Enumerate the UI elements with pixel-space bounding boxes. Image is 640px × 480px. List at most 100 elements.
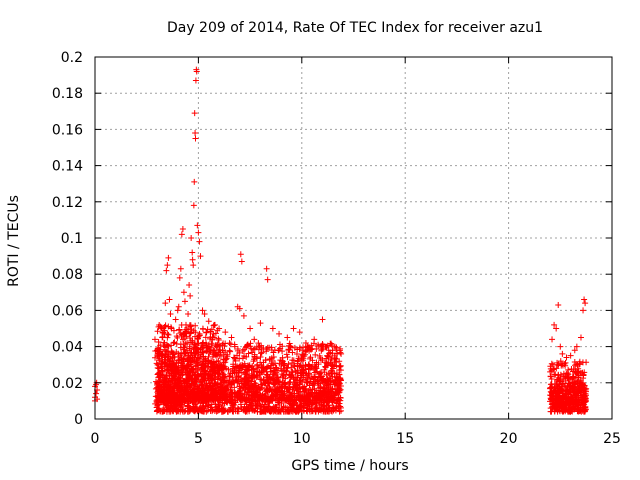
data-point xyxy=(177,362,184,369)
data-point xyxy=(571,347,578,354)
data-point xyxy=(261,380,268,387)
data-point xyxy=(223,356,230,363)
data-point xyxy=(581,296,588,303)
data-point xyxy=(565,366,572,373)
data-point xyxy=(181,355,188,362)
data-point xyxy=(288,372,295,379)
data-point xyxy=(331,381,338,388)
data-point xyxy=(167,406,174,413)
data-point xyxy=(209,353,216,360)
data-point xyxy=(302,351,309,358)
data-point xyxy=(154,346,161,353)
data-point xyxy=(248,345,255,352)
data-point xyxy=(257,406,264,413)
data-point xyxy=(331,354,338,361)
data-point xyxy=(579,401,586,408)
data-point xyxy=(185,405,192,412)
data-point xyxy=(242,380,249,387)
data-point xyxy=(297,388,304,395)
y-tick-label: 0.06 xyxy=(52,303,83,319)
data-point xyxy=(182,341,189,348)
data-point xyxy=(550,401,557,408)
data-point xyxy=(307,354,314,361)
data-point xyxy=(210,322,217,329)
data-point xyxy=(276,330,283,337)
data-point xyxy=(280,367,287,374)
data-point xyxy=(299,369,306,376)
data-point xyxy=(299,357,306,364)
data-point xyxy=(174,307,181,314)
data-point xyxy=(93,390,100,397)
data-point xyxy=(193,396,200,403)
data-point xyxy=(209,341,216,348)
data-point xyxy=(228,334,235,341)
data-point xyxy=(244,342,251,349)
data-point xyxy=(318,369,325,376)
data-point xyxy=(192,77,199,84)
data-point xyxy=(175,303,182,310)
data-point xyxy=(284,407,291,414)
data-point xyxy=(200,365,207,372)
data-point xyxy=(327,387,334,394)
data-point xyxy=(244,341,251,348)
data-point xyxy=(250,372,257,379)
data-point xyxy=(212,406,219,413)
x-tick-label: 15 xyxy=(396,431,414,447)
data-point xyxy=(188,235,195,241)
data-point xyxy=(338,350,345,357)
data-point xyxy=(175,357,182,364)
data-point xyxy=(183,382,190,389)
data-point xyxy=(260,404,267,411)
data-point xyxy=(167,397,174,404)
data-point xyxy=(265,407,272,414)
data-point xyxy=(323,371,330,378)
data-point xyxy=(220,351,227,358)
y-tick-label: 0.02 xyxy=(52,376,83,392)
data-point xyxy=(166,296,173,303)
data-point xyxy=(171,405,178,412)
data-point xyxy=(328,340,335,347)
data-point xyxy=(272,404,279,411)
data-point xyxy=(259,391,266,398)
data-point xyxy=(296,392,303,399)
data-point xyxy=(548,384,555,391)
data-point xyxy=(201,311,208,318)
data-point xyxy=(332,359,339,366)
data-point xyxy=(317,355,324,362)
data-point xyxy=(319,397,326,404)
data-point xyxy=(249,373,256,380)
data-point xyxy=(189,256,196,263)
data-point xyxy=(307,365,314,372)
data-point xyxy=(547,381,554,388)
data-point xyxy=(155,378,162,385)
data-point xyxy=(337,349,344,356)
data-point xyxy=(289,393,296,400)
data-point xyxy=(311,336,318,343)
data-point xyxy=(313,405,320,412)
data-point xyxy=(291,390,298,397)
data-point xyxy=(153,404,160,411)
data-point xyxy=(181,298,188,305)
data-point xyxy=(263,265,270,272)
data-point xyxy=(297,362,304,369)
data-point xyxy=(222,407,229,414)
data-point xyxy=(162,322,169,329)
data-point xyxy=(162,346,169,353)
data-point xyxy=(194,336,201,343)
data-point xyxy=(181,350,188,357)
data-point xyxy=(337,404,344,411)
data-point xyxy=(193,68,200,75)
data-point xyxy=(162,300,169,307)
data-point xyxy=(336,397,343,404)
data-point xyxy=(163,373,170,380)
data-point xyxy=(258,349,265,356)
data-point xyxy=(180,388,187,395)
data-point xyxy=(211,321,218,328)
data-point xyxy=(212,370,219,377)
data-point xyxy=(248,366,255,373)
data-point xyxy=(317,374,324,381)
data-point xyxy=(155,365,162,372)
data-point xyxy=(255,346,262,353)
data-point xyxy=(284,354,291,361)
data-point xyxy=(314,393,321,400)
